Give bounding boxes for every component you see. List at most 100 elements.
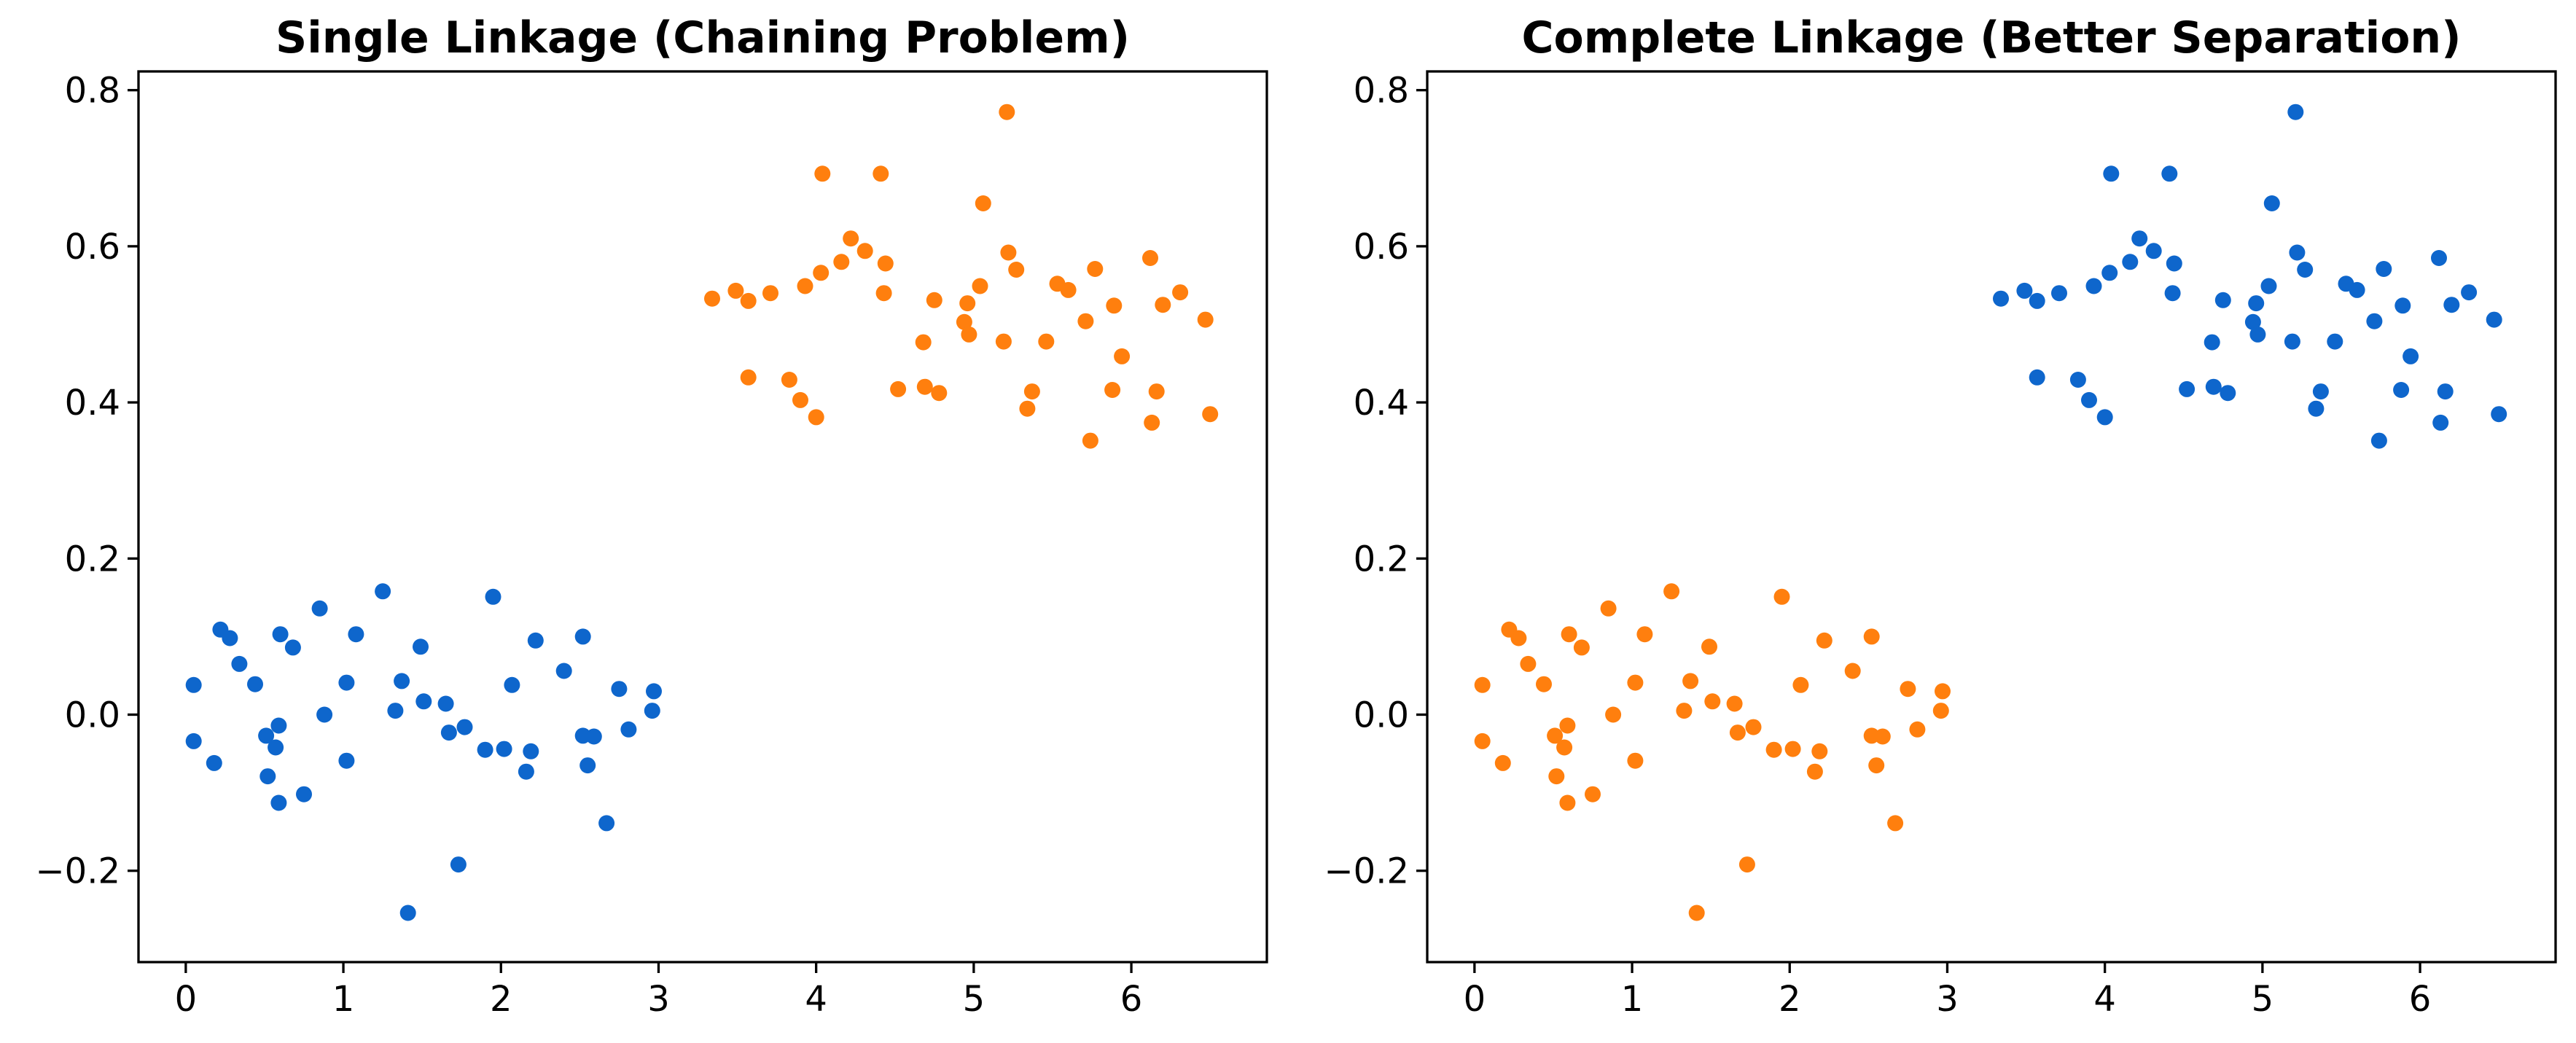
- scatter-point: [1144, 414, 1160, 431]
- scatter-point: [375, 583, 391, 600]
- scatter-point: [259, 768, 276, 785]
- scatter-point: [2376, 261, 2392, 277]
- scatter-point: [797, 278, 813, 294]
- x-tick-label: 5: [963, 979, 985, 1020]
- scatter-point: [646, 683, 662, 700]
- scatter-point: [338, 674, 355, 691]
- scatter-point: [1738, 856, 1755, 873]
- scatter-point: [644, 703, 660, 719]
- scatter-point: [2101, 265, 2118, 281]
- x-tick-label: 2: [490, 979, 512, 1020]
- scatter-point: [2029, 292, 2045, 309]
- scatter-point: [1474, 676, 1491, 693]
- scatter-point: [2244, 313, 2261, 330]
- axes-frame: [137, 70, 1268, 964]
- scatter-point: [704, 290, 720, 307]
- scatter-point: [504, 676, 520, 693]
- scatter-point: [611, 681, 628, 698]
- scatter-point: [2122, 254, 2139, 270]
- x-tick-label: 0: [1464, 979, 1486, 1020]
- scatter-point: [781, 372, 797, 388]
- scatter-point: [877, 255, 894, 272]
- y-tick-label: 0.6: [1354, 227, 1409, 267]
- scatter-point: [1573, 639, 1590, 656]
- scatter-point: [2443, 297, 2460, 313]
- scatter-point: [338, 752, 355, 769]
- scatter-point: [740, 292, 757, 309]
- scatter-point: [1765, 741, 1782, 758]
- scatter-point: [247, 676, 263, 692]
- scatter-point: [1060, 281, 1077, 298]
- y-tick-label: 0.0: [1354, 695, 1409, 735]
- scatter-point: [727, 282, 744, 299]
- scatter-point: [1556, 739, 1573, 756]
- scatter-point: [2260, 278, 2277, 294]
- scatter-point: [348, 626, 364, 643]
- scatter-point: [1114, 348, 1131, 364]
- x-tick-label: 1: [1621, 979, 1644, 1020]
- plot-area: [1427, 71, 2556, 962]
- scatter-point: [2016, 282, 2033, 299]
- y-tick-label: 0.6: [65, 227, 120, 267]
- scatter-point: [2431, 250, 2447, 266]
- scatter-point: [762, 285, 778, 302]
- scatter-point: [415, 693, 432, 710]
- subplot-1: 0 1 2 3 4 5 6 −0.2 0.0 0.2 0.4 0.6 0.8 Single Linkage…: [35, 12, 1268, 1020]
- scatter-point: [1688, 905, 1705, 921]
- scatter-point: [792, 391, 808, 408]
- scatter-point: [1561, 626, 1577, 643]
- scatter-point: [1627, 752, 1644, 769]
- scatter-point: [2085, 278, 2102, 294]
- scatter-point: [574, 628, 591, 645]
- scatter-point: [1806, 763, 1823, 780]
- scatter-point: [2096, 409, 2113, 426]
- scatter-point: [2308, 400, 2325, 417]
- scatter-point: [272, 626, 289, 643]
- scatter-point: [2327, 333, 2343, 350]
- scatter-point: [1023, 383, 1040, 400]
- scatter-point: [995, 333, 1012, 350]
- scatter-point: [2284, 333, 2300, 350]
- scatter-point: [833, 254, 850, 270]
- scatter-point: [1682, 673, 1699, 690]
- x-tick-label: 5: [2252, 979, 2274, 1020]
- scatter-point: [2248, 295, 2265, 312]
- plot-area: [138, 71, 1267, 962]
- scatter-point: [1585, 786, 1601, 802]
- scatter-point: [915, 334, 932, 351]
- scatter-point: [1106, 297, 1123, 314]
- scatter-point: [890, 380, 907, 397]
- scatter-point: [394, 673, 410, 690]
- scatter-point: [972, 278, 988, 294]
- scatter-point: [1087, 261, 1104, 277]
- y-tick-label: 0.0: [65, 695, 120, 735]
- scatter-point: [1811, 743, 1828, 759]
- scatter-point: [926, 292, 942, 308]
- scatter-point: [2166, 255, 2182, 272]
- scatter-point: [2103, 165, 2120, 182]
- scatter-point: [2366, 313, 2383, 329]
- scatter-point: [413, 638, 429, 655]
- scatter-point: [284, 639, 301, 656]
- scatter-point: [1148, 383, 1165, 400]
- subplot-2: 0 1 2 3 4 5 6 −0.2 0.0 0.2 0.4 0.6 0.8 Complete Linka…: [1324, 12, 2557, 1020]
- scatter-point: [2393, 382, 2410, 398]
- y-tick-label: 0.8: [1354, 71, 1409, 112]
- scatter-point: [185, 733, 202, 749]
- scatter-point: [270, 717, 287, 734]
- scatter-point: [2370, 432, 2387, 449]
- scatter-point: [1874, 728, 1891, 745]
- scatter-point: [598, 815, 615, 832]
- scatter-point: [311, 600, 328, 617]
- scatter-point: [2214, 292, 2231, 308]
- chart-title: Single Linkage (Chaining Problem): [276, 12, 1130, 63]
- scatter-point: [2220, 385, 2236, 402]
- scatter-point: [620, 721, 637, 738]
- scatter-point: [1510, 630, 1527, 646]
- series-cluster-lower-left: [1474, 583, 1951, 921]
- x-tick-label: 0: [175, 979, 198, 1020]
- scatter-point: [1900, 681, 1916, 698]
- scatter-point: [579, 757, 596, 774]
- scatter-point: [1474, 733, 1491, 749]
